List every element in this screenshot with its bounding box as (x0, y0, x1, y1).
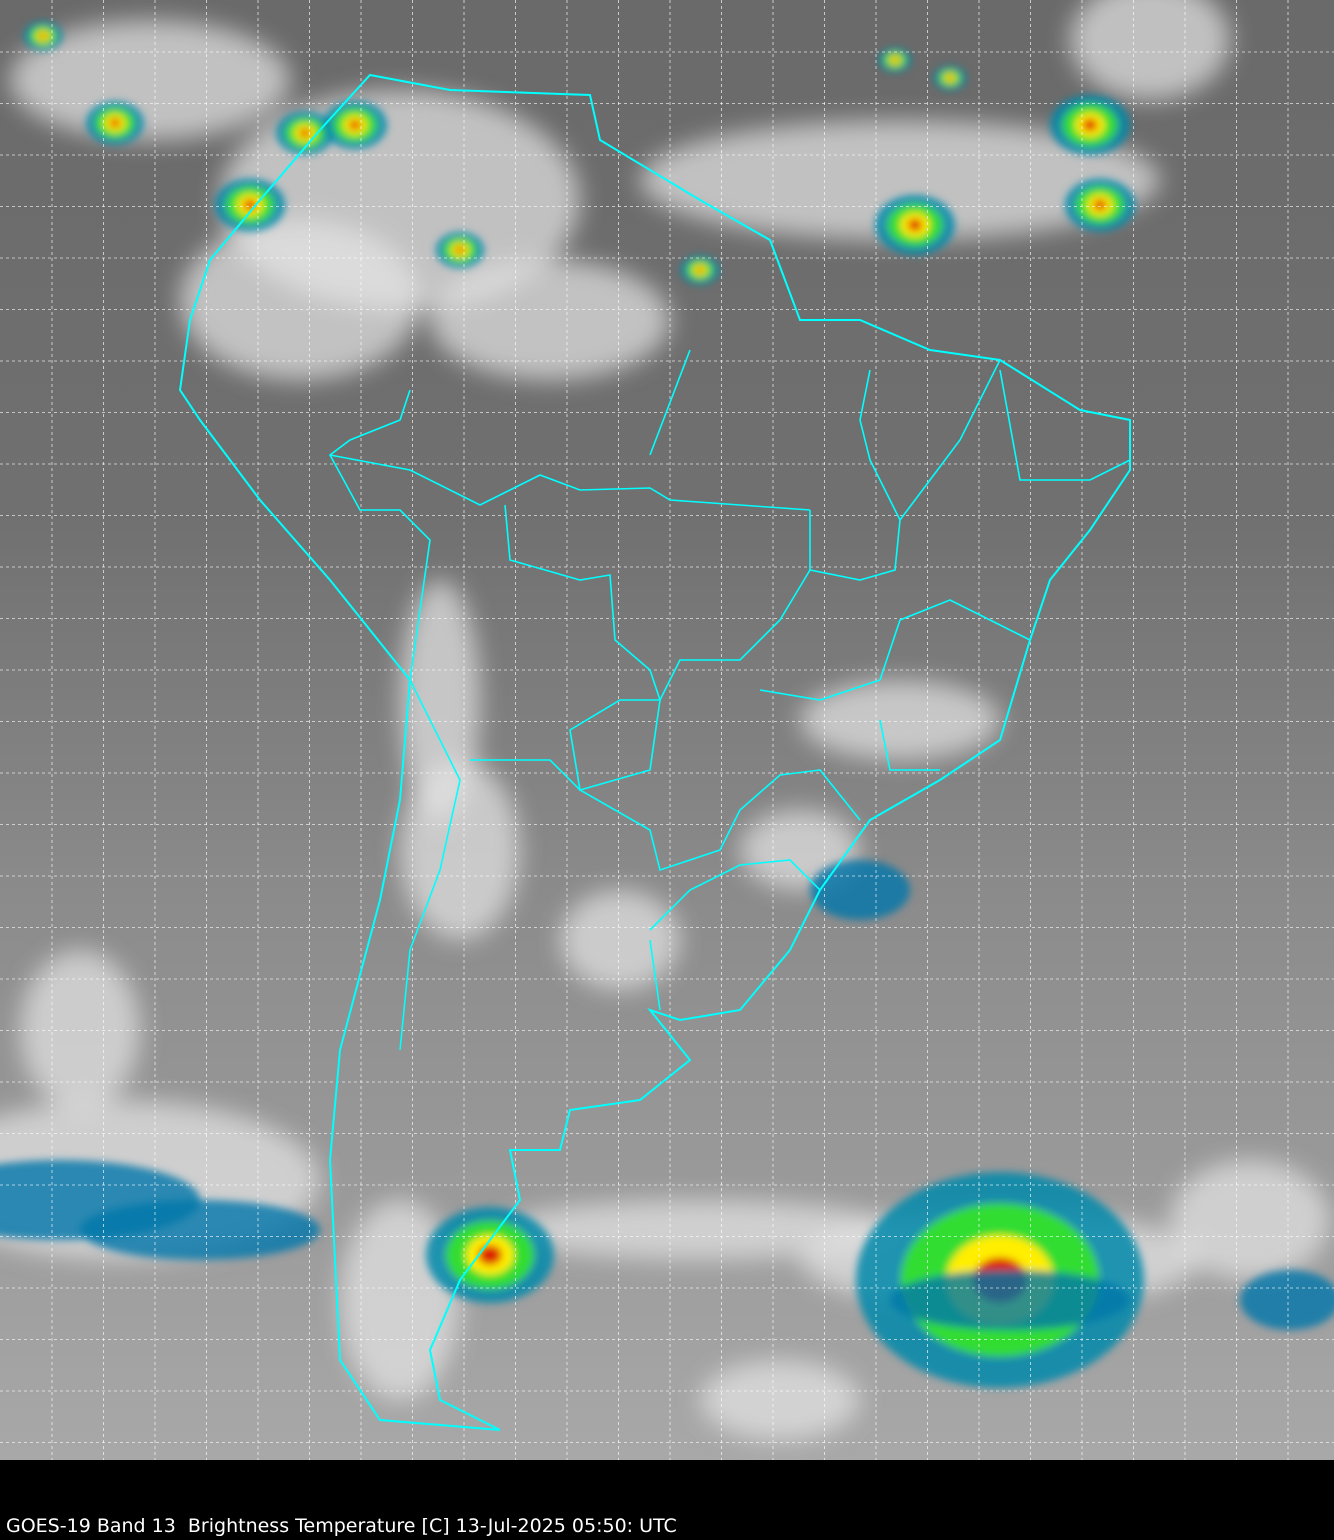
cloud (1070, 0, 1230, 100)
cloud (430, 260, 670, 380)
convective-storms-layer (0, 21, 1334, 1388)
boundary-line (759, 679, 881, 701)
storm-cell-peak (907, 218, 923, 232)
cloud (560, 890, 680, 990)
cold-cloud-band (1240, 1270, 1334, 1330)
storm-cell-peak (696, 267, 704, 273)
boundary-line (504, 504, 661, 792)
boundary-line (659, 569, 811, 701)
boundary-line (329, 454, 811, 511)
cloud (700, 1360, 860, 1440)
cloud (20, 950, 140, 1110)
storm-cell-peak (349, 120, 361, 130)
state-boundaries (328, 349, 1131, 1051)
cloud (1170, 1160, 1330, 1280)
country-boundaries (178, 73, 1131, 1431)
boundary-line (879, 599, 1031, 681)
boundary-line (879, 719, 940, 771)
cold-cloud-band (810, 860, 910, 920)
cold-cloud-band (890, 1270, 1130, 1330)
cold-cloud-band (80, 1200, 320, 1260)
storm-cell-peak (39, 33, 47, 39)
satellite-image (0, 0, 1334, 1460)
image-caption: GOES-19 Band 13 Brightness Temperature [… (6, 1515, 677, 1537)
boundary-line (649, 349, 691, 456)
boundary-line (649, 939, 661, 1011)
cloud (800, 680, 1000, 760)
storm-cell-peak (1093, 199, 1107, 211)
cloud (500, 1200, 900, 1260)
cloud (640, 120, 1160, 240)
boundary-line (649, 859, 821, 931)
storm-cell-peak (478, 1245, 502, 1265)
boundary-line (999, 369, 1131, 481)
boundary-line (470, 759, 861, 872)
storm-cell-peak (1082, 118, 1098, 132)
storm-cell-peak (109, 118, 121, 128)
boundary-line (399, 679, 461, 1051)
storm-cell-peak (892, 57, 898, 63)
boundary-line (328, 389, 431, 681)
cloud (400, 760, 520, 940)
cloud (10, 20, 290, 140)
boundary-line (809, 369, 901, 581)
storm-cell-peak (299, 128, 311, 138)
storm-cell-peak (947, 75, 953, 81)
storm-cell-peak (455, 246, 465, 254)
boundary-line (899, 359, 1001, 521)
cloud (180, 220, 420, 380)
